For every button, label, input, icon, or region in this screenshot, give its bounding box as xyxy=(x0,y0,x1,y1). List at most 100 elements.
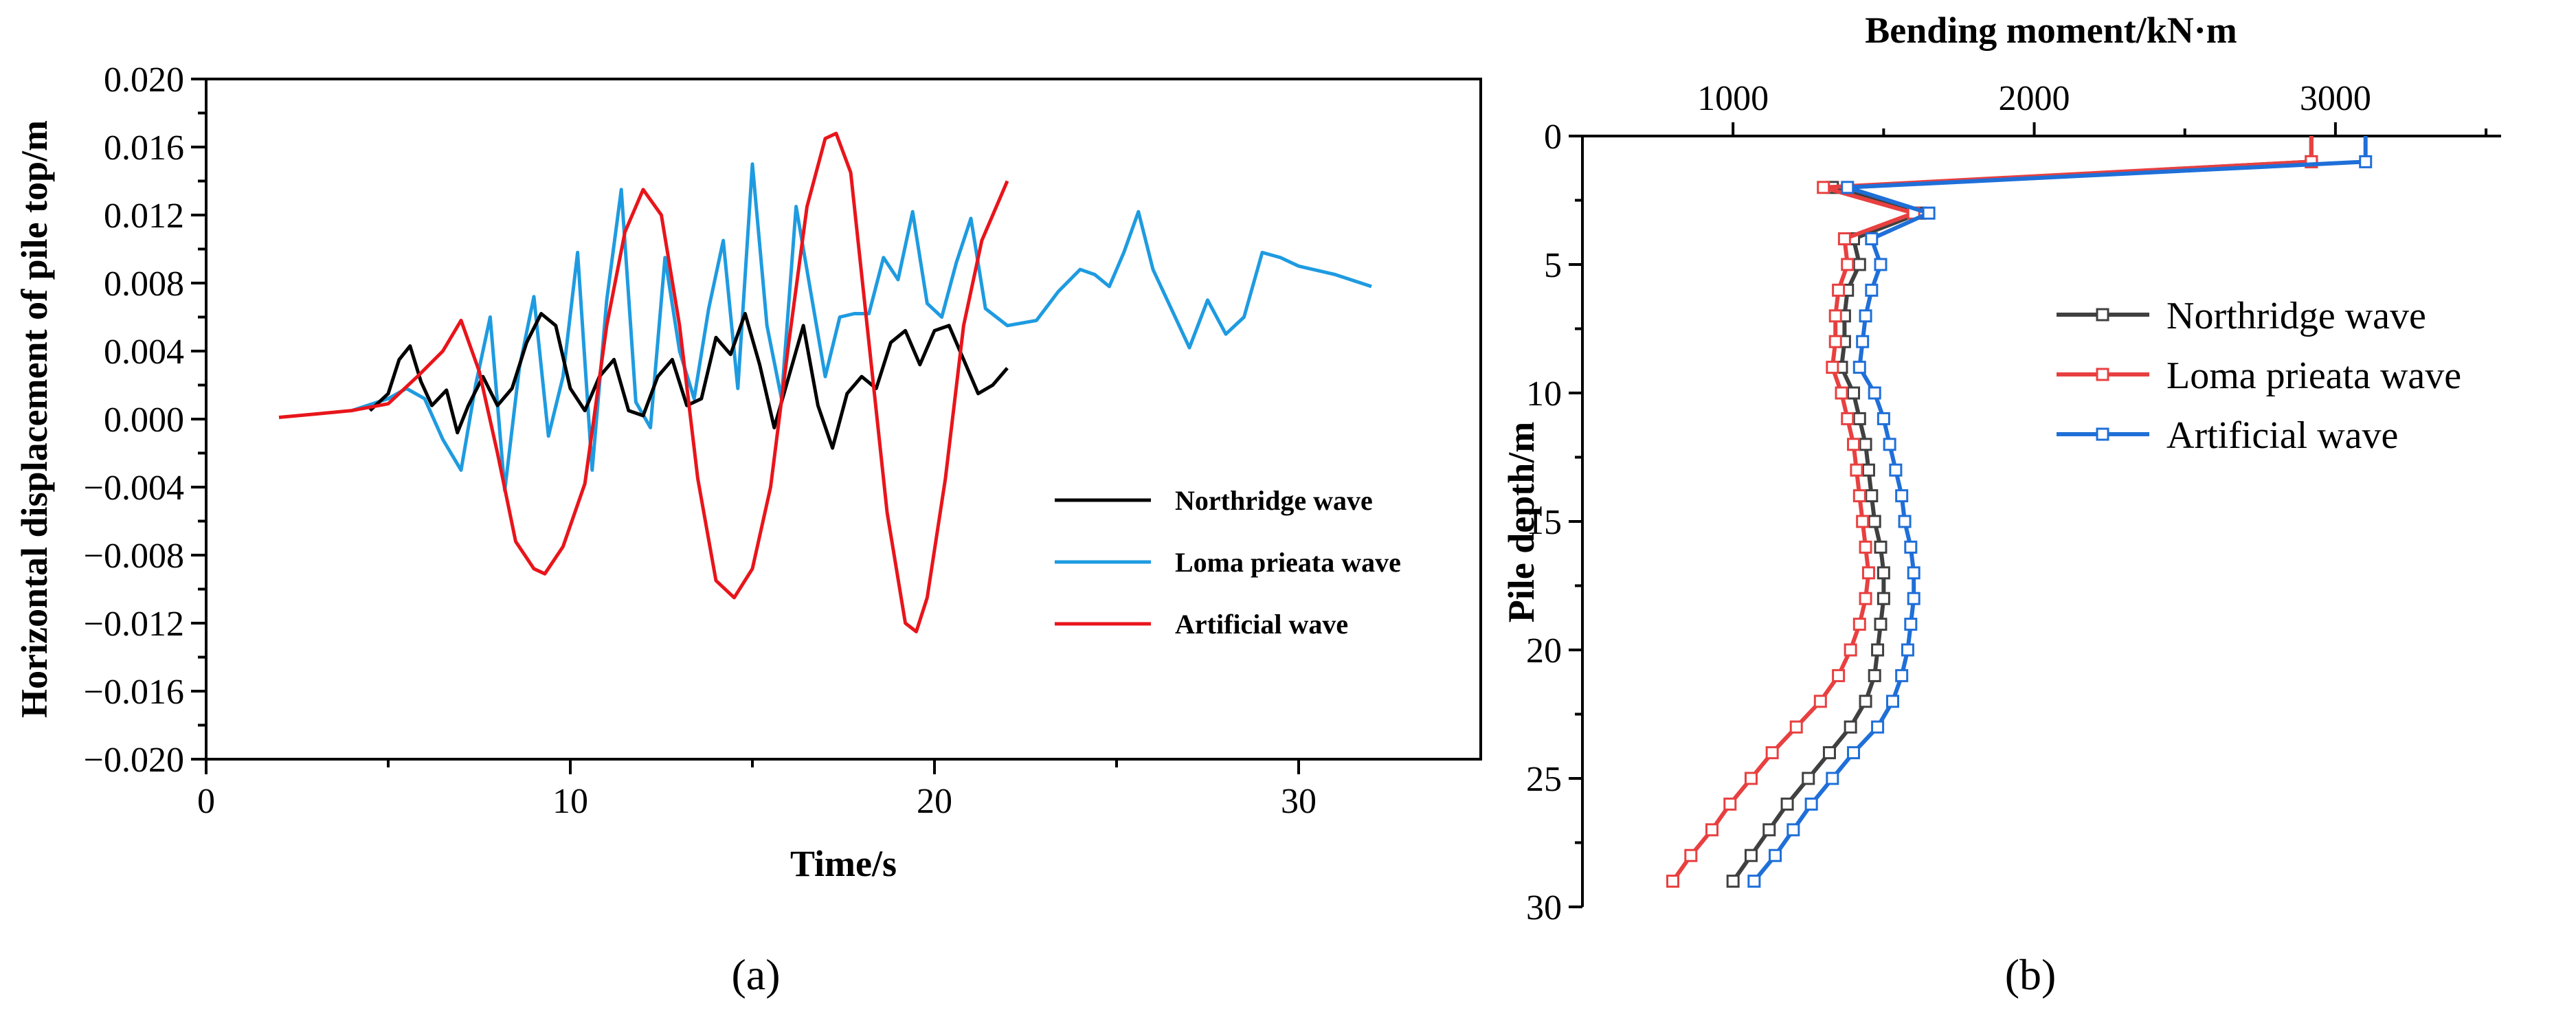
data-point-loma-prieata-wave xyxy=(1828,335,1842,348)
x-tick-label-a: 0 xyxy=(197,782,215,821)
y-tick-label-a: 0.016 xyxy=(104,128,184,168)
data-point-northridge-wave xyxy=(1822,746,1836,760)
data-point-artificial-wave xyxy=(1895,668,1909,682)
data-point-artificial-wave xyxy=(1871,720,1885,734)
data-point-loma-prieata-wave xyxy=(1841,258,1855,271)
legend-label-a: Northridge wave xyxy=(1175,485,1373,516)
data-point-loma-prieata-wave xyxy=(1705,823,1718,837)
data-point-artificial-wave xyxy=(2359,155,2373,168)
data-point-northridge-wave xyxy=(1874,618,1888,631)
data-point-loma-prieata-wave xyxy=(1765,746,1779,760)
x-tick-label-b: 1000 xyxy=(1697,79,1769,118)
data-point-northridge-wave xyxy=(1844,720,1857,734)
data-point-artificial-wave xyxy=(1859,309,1872,323)
series-line-northridge-wave xyxy=(368,312,1009,450)
data-point-northridge-wave xyxy=(1780,797,1794,811)
y-tick-label-b: 10 xyxy=(1526,374,1562,414)
data-point-artificial-wave xyxy=(1865,283,1879,297)
y-tick-label-a: 0.008 xyxy=(104,265,184,304)
data-point-loma-prieata-wave xyxy=(1817,181,1830,194)
y-tick-label-b: 30 xyxy=(1526,888,1562,927)
data-point-artificial-wave xyxy=(1847,746,1861,760)
data-point-northridge-wave xyxy=(1868,668,1881,682)
legend-marker-b xyxy=(2096,427,2109,441)
data-point-loma-prieata-wave xyxy=(1859,592,1872,605)
data-point-loma-prieata-wave xyxy=(1789,720,1803,734)
data-point-artificial-wave xyxy=(1852,361,1866,374)
series-line-northridge-wave xyxy=(1731,136,2314,883)
legend-label-a: Artificial wave xyxy=(1175,609,1348,640)
series-line-loma-prieata-wave xyxy=(351,162,1372,493)
data-point-loma-prieata-wave xyxy=(1844,643,1857,657)
data-point-artificial-wave xyxy=(1907,592,1920,605)
plot-frame-a xyxy=(205,78,1482,761)
data-point-artificial-wave xyxy=(1865,232,1879,246)
data-point-loma-prieata-wave xyxy=(1744,772,1758,785)
y-tick-label-b: 0 xyxy=(1544,117,1562,157)
legend-marker-b xyxy=(2096,368,2109,381)
data-point-artificial-wave xyxy=(1787,823,1800,837)
data-point-artificial-wave xyxy=(1747,875,1761,888)
data-point-loma-prieata-wave xyxy=(1859,540,1872,554)
legend-label-a: Loma prieata wave xyxy=(1175,547,1401,578)
data-point-artificial-wave xyxy=(1874,258,1888,271)
x-axis-title-a: Time/s xyxy=(790,843,897,884)
data-point-artificial-wave xyxy=(1841,181,1855,194)
data-point-northridge-wave xyxy=(1871,643,1885,657)
data-point-artificial-wave xyxy=(1889,463,1903,477)
x-tick-label-a: 30 xyxy=(1281,782,1317,821)
data-point-loma-prieata-wave xyxy=(1826,361,1839,374)
x-tick-label-b: 3000 xyxy=(2300,79,2371,118)
panel-a: 0 10 20 30 0.020 0.016 0.012 0.008 0.004 0.000 −0.… xyxy=(14,60,1482,999)
series-line-loma-prieata-wave xyxy=(1671,136,2314,883)
data-point-northridge-wave xyxy=(1859,438,1872,451)
data-point-artificial-wave xyxy=(1907,566,1920,580)
data-point-northridge-wave xyxy=(1852,258,1866,271)
data-point-northridge-wave xyxy=(1874,540,1888,554)
data-point-artificial-wave xyxy=(1901,643,1914,657)
data-point-loma-prieata-wave xyxy=(1847,438,1861,451)
y-tick-label-a: 0.012 xyxy=(104,196,184,236)
data-point-northridge-wave xyxy=(1726,875,1740,888)
y-tick-label-b: 25 xyxy=(1526,760,1562,799)
y-tick-label-a: 0.000 xyxy=(104,401,184,440)
data-point-loma-prieata-wave xyxy=(1832,668,1846,682)
data-point-artificial-wave xyxy=(1904,618,1918,631)
data-point-artificial-wave xyxy=(1769,848,1782,862)
x-axis-title-b: Bending moment/kN·m xyxy=(1865,10,2237,51)
data-point-northridge-wave xyxy=(1762,823,1776,837)
data-point-loma-prieata-wave xyxy=(1861,566,1875,580)
x-tick-label-a: 10 xyxy=(552,782,588,821)
x-tick-label-b: 2000 xyxy=(1999,79,2070,118)
data-point-loma-prieata-wave xyxy=(1852,618,1866,631)
data-point-loma-prieata-wave xyxy=(1684,848,1698,862)
y-tick-label-a: −0.020 xyxy=(84,741,184,780)
data-point-artificial-wave xyxy=(1883,438,1896,451)
data-point-artificial-wave xyxy=(1904,540,1918,554)
y-tick-label-a: 0.004 xyxy=(104,333,184,372)
data-point-loma-prieata-wave xyxy=(1852,489,1866,503)
data-point-northridge-wave xyxy=(1852,412,1866,425)
y-axis-title-b: Pile depth/m xyxy=(1501,422,1542,623)
y-tick-label-a: 0.020 xyxy=(104,60,184,100)
data-point-artificial-wave xyxy=(1922,206,1936,220)
panel-b: 1000 2000 3000 0 5 10 15 20 25 30 Bending moment/k… xyxy=(1501,10,2501,999)
data-point-northridge-wave xyxy=(1861,463,1875,477)
data-point-loma-prieata-wave xyxy=(1832,283,1846,297)
data-point-artificial-wave xyxy=(1804,797,1818,811)
y-tick-label-a: −0.008 xyxy=(84,537,184,576)
y-tick-label-a: −0.004 xyxy=(84,469,184,508)
data-point-northridge-wave xyxy=(1744,848,1758,862)
legend-marker-b xyxy=(2096,308,2109,322)
legend-label-b: Northridge wave xyxy=(2166,295,2426,337)
y-tick-label-a: −0.012 xyxy=(84,605,184,644)
data-point-loma-prieata-wave xyxy=(1835,386,1848,400)
data-point-artificial-wave xyxy=(1856,335,1870,348)
data-point-northridge-wave xyxy=(1877,566,1890,580)
y-tick-label-b: 20 xyxy=(1526,631,1562,671)
y-tick-label-b: 5 xyxy=(1544,246,1562,285)
data-point-artificial-wave xyxy=(1826,772,1839,785)
data-point-artificial-wave xyxy=(1895,489,1909,503)
data-point-artificial-wave xyxy=(1898,515,1912,528)
data-point-loma-prieata-wave xyxy=(1723,797,1737,811)
